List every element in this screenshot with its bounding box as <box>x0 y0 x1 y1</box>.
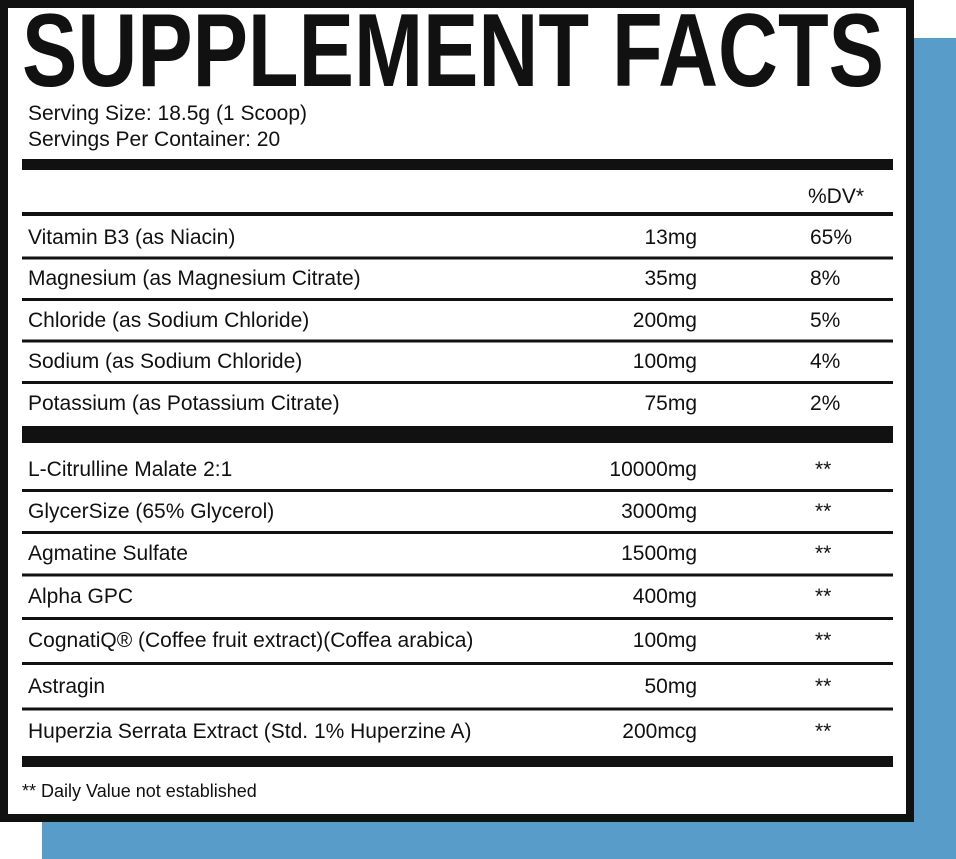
daily-value: 65% <box>810 226 852 249</box>
rule <box>22 617 893 620</box>
daily-value: 8% <box>810 267 840 290</box>
daily-value: ** <box>815 720 831 743</box>
daily-value: ** <box>815 500 831 523</box>
rule <box>22 489 893 492</box>
ingredient-name: Agmatine Sulfate <box>28 542 188 565</box>
daily-value: ** <box>815 542 831 565</box>
ingredient-name: Astragin <box>28 675 105 698</box>
amount: 100mg <box>633 629 697 652</box>
rule <box>22 212 893 216</box>
dv-header: %DV* <box>808 185 864 208</box>
ingredient-name: Vitamin B3 (as Niacin) <box>28 226 235 249</box>
amount: 35mg <box>644 267 697 290</box>
thick-rule <box>22 756 893 767</box>
rule <box>22 298 893 301</box>
daily-value: 2% <box>810 392 840 415</box>
daily-value: ** <box>815 458 831 481</box>
serving-size: Serving Size: 18.5g (1 Scoop) <box>28 102 307 125</box>
rule <box>22 662 893 665</box>
rule <box>22 573 893 577</box>
title: SUPPLEMENT FACTS <box>22 0 884 109</box>
ingredient-name: Sodium (as Sodium Chloride) <box>28 350 302 373</box>
daily-value: ** <box>815 585 831 608</box>
ingredient-name: L-Citrulline Malate 2:1 <box>28 458 232 481</box>
amount: 50mg <box>644 675 697 698</box>
ingredient-name: Huperzia Serrata Extract (Std. 1% Huperz… <box>28 720 472 743</box>
rule <box>22 707 893 711</box>
ingredient-name: Chloride (as Sodium Chloride) <box>28 309 309 332</box>
rule <box>22 256 893 260</box>
amount: 400mg <box>633 585 697 608</box>
daily-value: 4% <box>810 350 840 373</box>
daily-value: ** <box>815 629 831 652</box>
amount: 1500mg <box>621 542 697 565</box>
amount: 10000mg <box>609 458 697 481</box>
ingredient-name: GlycerSize (65% Glycerol) <box>28 500 274 523</box>
panel <box>0 0 914 822</box>
ingredient-name: Magnesium (as Magnesium Citrate) <box>28 267 361 290</box>
footnote: ** Daily Value not established <box>22 781 257 801</box>
ingredient-name: CognatiQ® (Coffee fruit extract)(Coffea … <box>28 629 473 652</box>
daily-value: 5% <box>810 309 840 332</box>
servings-per-container: Servings Per Container: 20 <box>28 128 280 151</box>
rule <box>22 339 893 343</box>
amount: 200mg <box>633 309 697 332</box>
ingredient-name: Potassium (as Potassium Citrate) <box>28 392 340 415</box>
amount: 13mg <box>644 226 697 249</box>
rule <box>22 381 893 384</box>
ingredient-name: Alpha GPC <box>28 585 133 608</box>
amount: 200mcg <box>622 720 697 743</box>
amount: 3000mg <box>621 500 697 523</box>
rule <box>22 531 893 534</box>
amount: 75mg <box>644 392 697 415</box>
amount: 100mg <box>633 350 697 373</box>
thick-rule <box>22 426 893 443</box>
thick-rule <box>22 159 893 170</box>
daily-value: ** <box>815 675 831 698</box>
